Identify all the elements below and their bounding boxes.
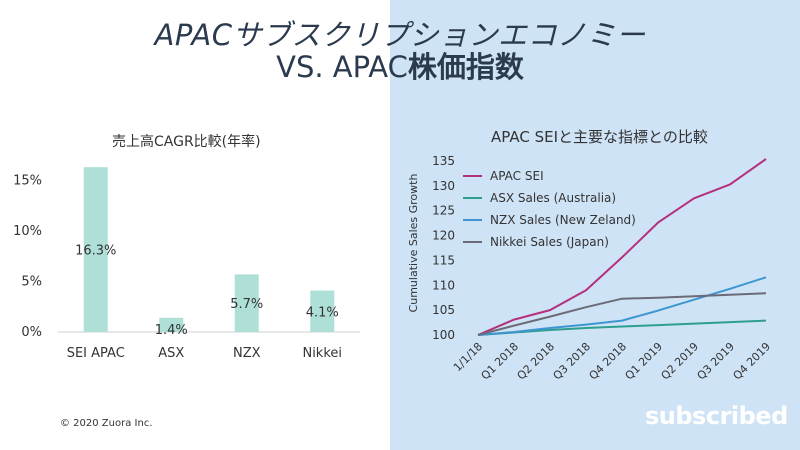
legend-label: APAC SEI xyxy=(490,169,544,183)
line-y-tick-label: 105 xyxy=(432,303,455,317)
bar-data-label: 4.1% xyxy=(306,305,339,320)
bar-x-tick-label: ASX xyxy=(158,346,184,361)
bar-data-label: 1.4% xyxy=(155,323,188,338)
legend-label: NZX Sales (New Zeland) xyxy=(490,213,636,227)
line-y-tick-label: 100 xyxy=(432,328,455,342)
line-x-tick-label: Q4 2019 xyxy=(731,340,774,383)
bar-chart-title: 売上高CAGR比較(年率) xyxy=(112,134,261,150)
legend-label: Nikkei Sales (Japan) xyxy=(490,235,609,249)
bar-y-tick-label: 0% xyxy=(21,325,42,340)
line-y-tick-label: 135 xyxy=(432,154,455,168)
bar-data-label: 16.3% xyxy=(75,244,116,259)
line-x-tick-label: Q3 2019 xyxy=(695,340,738,383)
line-y-tick-label: 130 xyxy=(432,179,455,193)
bar-x-tick-label: NZX xyxy=(233,346,261,361)
right-panel xyxy=(390,0,800,450)
bar xyxy=(83,167,108,332)
bar xyxy=(310,290,335,332)
line-series xyxy=(477,319,767,336)
bar-x-tick-label: SEI APAC xyxy=(67,346,125,361)
line-y-axis-label: Cumulative Sales Growth xyxy=(407,174,420,313)
slide-title-line2: VS. APAC株価指数 xyxy=(0,50,800,84)
bar xyxy=(234,274,259,332)
line-x-tick-label: Q1 2019 xyxy=(623,340,666,383)
line-y-tick-label: 110 xyxy=(432,278,455,292)
line-y-tick-label: 125 xyxy=(432,204,455,218)
line-y-tick-label: 115 xyxy=(432,253,455,267)
slide-title-line1: APACサブスクリプションエコノミー xyxy=(154,18,646,52)
line-x-tick-label: Q2 2019 xyxy=(659,340,702,383)
bar-y-tick-label: 10% xyxy=(13,224,42,239)
line-x-tick-label: 1/1/18 xyxy=(451,340,485,374)
brand-logo: subscribed xyxy=(645,402,788,430)
line-chart-title: APAC SEIと主要な指標との比較 xyxy=(491,128,708,146)
title-line2-latin: VS. APAC xyxy=(276,50,408,84)
bar-y-tick-label: 15% xyxy=(13,173,42,188)
line-x-tick-label: Q3 2018 xyxy=(551,340,594,383)
line-series xyxy=(477,158,767,336)
bar-y-tick-label: 5% xyxy=(21,274,42,289)
line-x-tick-label: Q1 2018 xyxy=(479,340,522,383)
copyright-text: © 2020 Zuora Inc. xyxy=(60,418,153,429)
line-x-tick-label: Q4 2018 xyxy=(587,340,630,383)
line-series xyxy=(477,276,767,336)
bar-data-label: 5.7% xyxy=(230,297,263,312)
line-y-tick-label: 120 xyxy=(432,229,455,243)
line-series xyxy=(477,292,767,336)
line-x-tick-label: Q2 2018 xyxy=(515,340,558,383)
bar-x-tick-label: Nikkei xyxy=(302,346,342,361)
legend-label: ASX Sales (Australia) xyxy=(490,191,616,205)
bar xyxy=(159,317,184,332)
title-line2-bold: 株価指数 xyxy=(407,50,524,84)
